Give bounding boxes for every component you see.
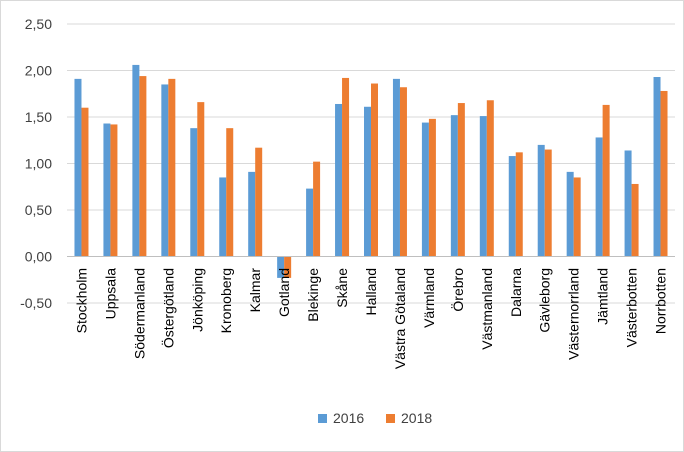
y-tick-label: 2,50 xyxy=(25,16,52,32)
bar-2016 xyxy=(277,256,285,278)
bar-2018 xyxy=(515,152,523,257)
category-label: Södermanland xyxy=(131,268,147,359)
bar-2016 xyxy=(306,188,314,257)
legend-label: 2018 xyxy=(401,410,432,426)
bar-2016 xyxy=(537,144,545,257)
y-tick-label: 2,00 xyxy=(25,63,52,79)
bar-2018 xyxy=(139,76,147,257)
bar-2016 xyxy=(248,171,256,257)
bar-2016 xyxy=(335,103,343,257)
bar-2016 xyxy=(190,128,198,257)
bar-2018 xyxy=(544,149,552,257)
bar-2016 xyxy=(450,115,458,257)
bar-2018 xyxy=(168,78,176,257)
bar-2018 xyxy=(226,128,234,257)
category-label: Kalmar xyxy=(247,268,263,313)
bar-2018 xyxy=(197,102,205,257)
bar-2018 xyxy=(457,103,465,257)
category-label: Gotland xyxy=(276,268,292,317)
bar-2018 xyxy=(284,256,292,278)
category-label: Blekinge xyxy=(305,268,321,322)
category-label: Jönköping xyxy=(189,268,205,332)
bar-2018 xyxy=(81,107,89,257)
y-tick-label: -0,50 xyxy=(20,295,52,311)
bar-2016 xyxy=(566,171,574,257)
category-label: Norrbotten xyxy=(653,268,669,334)
category-label: Kronoberg xyxy=(218,268,234,333)
bar-2016 xyxy=(479,116,487,257)
category-label: Östergötland xyxy=(159,268,176,348)
bar-2016 xyxy=(364,106,371,257)
bar-2016 xyxy=(421,122,429,257)
y-tick-label: 0,50 xyxy=(25,202,52,218)
bar-2016 xyxy=(74,78,82,257)
category-label: Stockholm xyxy=(73,268,89,333)
bars xyxy=(74,64,668,278)
bar-2018 xyxy=(110,124,118,257)
y-tick-label: 1,50 xyxy=(25,109,52,125)
bar-2018 xyxy=(371,83,378,257)
bar-2016 xyxy=(595,137,603,257)
category-label: Uppsala xyxy=(102,268,118,320)
y-axis-labels: -0,50 0,00 0,50 1,00 1,50 2,00 2,50 xyxy=(20,16,52,311)
category-label: Skåne xyxy=(334,268,350,308)
bar-2018 xyxy=(660,90,668,257)
bar-2018 xyxy=(399,87,407,257)
bar-2016 xyxy=(392,78,400,257)
bar-2018 xyxy=(602,104,610,257)
category-label: Västerbotten xyxy=(624,268,640,347)
legend-label: 2016 xyxy=(333,410,364,426)
bar-2016 xyxy=(653,77,661,257)
legend-swatch xyxy=(386,414,395,423)
bar-2018 xyxy=(573,177,581,257)
category-label: Värmland xyxy=(421,268,437,328)
category-label: Dalarna xyxy=(508,268,524,317)
bar-2016 xyxy=(508,156,516,257)
bar-2018 xyxy=(313,161,321,257)
category-label: Jämtland xyxy=(595,268,611,325)
x-axis-labels: Stockholm Uppsala Södermanland Östergötland… xyxy=(73,268,668,369)
category-label: Västernorrland xyxy=(566,268,582,360)
bar-2016 xyxy=(219,177,227,257)
bar-2016 xyxy=(103,123,111,257)
bar-2018 xyxy=(486,100,494,257)
bar-2016 xyxy=(161,84,169,257)
legend: 2016 2018 xyxy=(318,410,432,426)
bar-2018 xyxy=(428,118,436,257)
bar-2018 xyxy=(255,147,263,257)
category-label: Örebro xyxy=(449,268,466,312)
legend-swatch xyxy=(318,414,327,423)
y-tick-label: 0,00 xyxy=(25,249,52,265)
category-label: Västra Götaland xyxy=(392,268,408,369)
category-label: Gävleborg xyxy=(537,268,553,333)
bar-2018 xyxy=(342,77,350,257)
bar-2016 xyxy=(132,64,140,257)
bar-2018 xyxy=(631,183,639,257)
category-label: Halland xyxy=(363,268,379,315)
y-tick-label: 1,00 xyxy=(25,156,52,172)
bar-2016 xyxy=(624,150,632,257)
category-label: Västmanland xyxy=(479,268,495,350)
